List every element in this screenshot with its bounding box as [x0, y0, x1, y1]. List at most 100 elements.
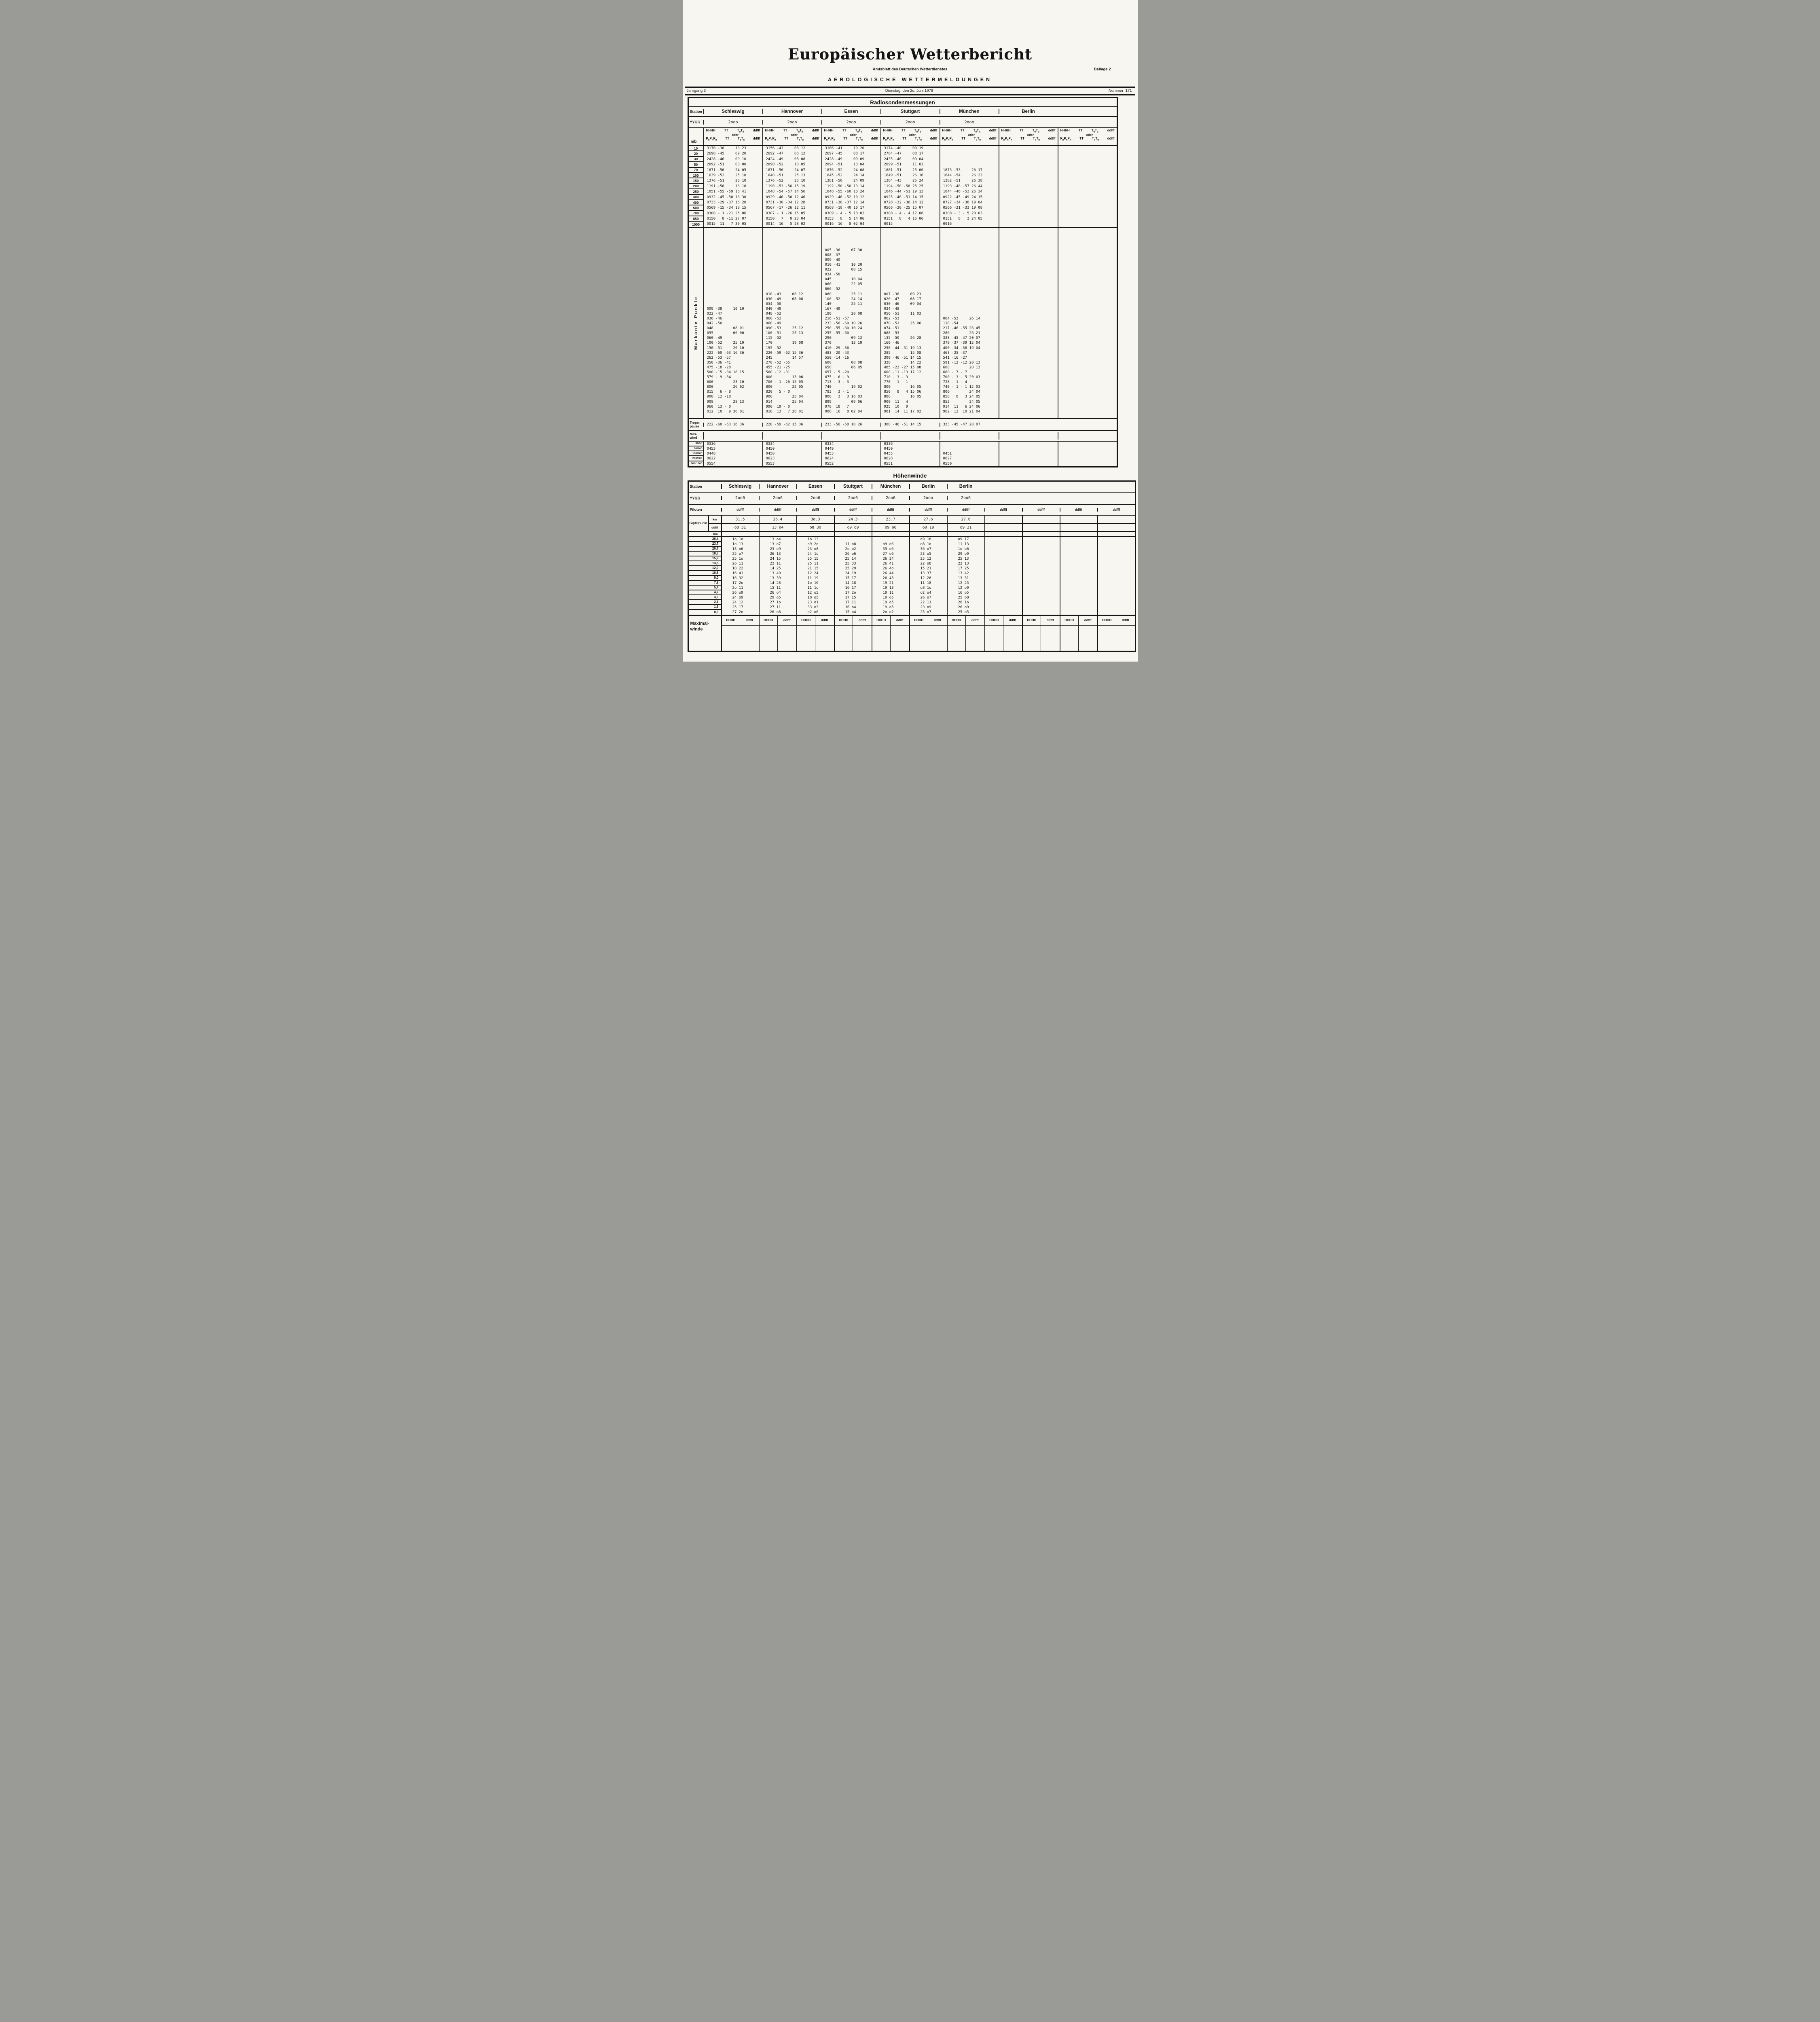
altitude-label: 9,0 — [688, 576, 721, 581]
tropopause-value: 300 -46 -51 14 15 — [880, 422, 940, 427]
gipfel-km-value — [1022, 515, 1060, 523]
hw-wind-cell: 25 12 — [909, 556, 947, 561]
markante-line: 068 -49 — [766, 321, 781, 326]
gipfel-km-value: 3o.3 — [796, 515, 834, 523]
altitude-row: 12,0 18 22 14 25 21 15 25 29 26 4o 15 21 17 25 — [688, 566, 1135, 571]
rs-cell: 0925 -46 -51 14 15 — [884, 195, 924, 199]
code-token: PnPnPn — [1060, 136, 1071, 142]
altitude-row: 15,9 25 1o 24 15 25 15 25 14 26 34 25 12 25 13 — [688, 556, 1135, 561]
hw-yygg-value: 2oo6 — [871, 496, 909, 501]
markante-line: 800 16 05 — [884, 385, 921, 389]
code-header: HHHH TT TdTd ddfff oder PnPnPn TT TdTd ddfff — [880, 128, 940, 145]
rs-cell — [999, 195, 1058, 200]
hw-wind-cell — [1022, 551, 1060, 556]
hw-wind-cell: 24 19 — [834, 571, 872, 576]
code-top: HHHH TT TdTd ddfff — [704, 128, 762, 133]
station-name: München — [939, 109, 999, 114]
hw-wind-cell: 2o 11 — [721, 585, 759, 590]
maxwind-label: Max-wind — [690, 432, 697, 440]
hw-wind-cell: o9 2o — [796, 541, 834, 547]
markante-line: 030 -49 08 08 — [766, 297, 803, 301]
markante-line: 333 -45 -47 20 07 — [943, 336, 980, 341]
rs-cell: 0567 -17 -26 12 11 — [766, 206, 806, 210]
hw-wind-cell: 26 o4 — [758, 590, 796, 595]
hw-wind-cell — [1097, 590, 1135, 595]
shear-value: 0628 — [880, 456, 940, 461]
tropopause-value: 220 -59 -62 15 36 — [762, 422, 821, 427]
mb-label: mb — [690, 140, 697, 144]
max-hhhh-header: HHHH — [1059, 615, 1079, 625]
code-token: PnPnPn — [942, 136, 953, 142]
markante-line: 600 13 06 — [766, 375, 803, 380]
shear-block: 30/50 0336 0334 0334 0336 50/100 0453 0450 0449 0… — [688, 440, 1117, 466]
rs-cell: 1381 -50 24 09 — [825, 179, 865, 183]
hw-yygg-value: 2oo6 — [834, 496, 872, 501]
rs-cell: 0731 -30 -37 12 14 — [825, 200, 865, 205]
subtitle-row: Amtsblatt des Deutschen Wetterdienstes B… — [683, 67, 1138, 72]
markante-line: 012 10 9 30 01 — [707, 409, 744, 414]
code-bottom: PnPnPn TT TdTd ddfff — [999, 136, 1058, 142]
markante-line: 579 - 9 -34 — [707, 375, 731, 380]
section-heading: AEROLOGISCHE WETTERMELDUNGEN — [827, 77, 993, 82]
markante-line: 740 19 02 — [825, 385, 862, 389]
max-ddfff-header: ddfff — [928, 615, 947, 625]
markante-line: 560 -12 -31 — [766, 370, 790, 375]
max-ddfff-header: ddfff — [1078, 615, 1097, 625]
piloten-code: ddfff — [834, 508, 872, 512]
rs-cell: 1194 -50 -58 25 25 — [884, 184, 924, 188]
altitude-row: 23,7 1o 13 13 o7 o9 2o 11 o8 o9 o6 o8 1o 11 13 — [688, 541, 1135, 547]
markante-line: 900 11 4 — [884, 400, 908, 404]
gipfel-ddfff-value — [1022, 524, 1060, 531]
hw-wind-cell: 15 17 — [834, 575, 872, 581]
hw-wind-cell: 26 1o — [946, 600, 984, 605]
issue-date: Dienstag, den 2o. Juni 1978 — [885, 89, 933, 93]
markante-block: Markante Punkte 009 -38 10 10 022 -47 036 -… — [688, 227, 1117, 418]
shear-value: 0336 — [880, 441, 940, 447]
markante-line: 170 19 08 — [766, 341, 803, 345]
hw-wind-cell — [984, 585, 1022, 590]
hw-wind-cell: 15 o4 — [834, 609, 872, 615]
max-ddfff-cell — [740, 625, 759, 651]
code-token: TdTd — [1091, 129, 1098, 133]
markante-line: 285 15 08 — [884, 351, 921, 355]
gipfel-km-label: km — [708, 515, 721, 523]
code-token: TdTd — [855, 129, 862, 133]
gipfel-km-value — [984, 515, 1022, 523]
hw-wind-cell: 11 o8 — [834, 541, 872, 547]
markante-line: 010 -41 10 20 — [825, 262, 862, 267]
code-token: PnPnPn — [706, 136, 717, 142]
code-header: HHHH TT TdTd ddfff oder PnPnPn TT TdTd ddfff — [998, 128, 1058, 145]
hw-wind-cell: 19 o5 — [871, 595, 909, 600]
max-ddfff-header: ddfff — [740, 615, 759, 625]
km-axis-cell — [796, 531, 834, 536]
markante-column — [1057, 228, 1117, 418]
shear-value — [939, 441, 999, 447]
rs-cell: 1191 -58 16 18 — [707, 184, 747, 188]
hw-wind-cell — [1022, 580, 1060, 586]
code-header: HHHH TT TdTd ddfff oder PnPnPn TT TdTd ddfff — [939, 128, 999, 145]
markante-line: 060 -52 — [766, 316, 781, 321]
max-ddfff-cell — [815, 625, 834, 651]
rs-cell — [1058, 178, 1117, 184]
rs-cell: 2090 -52 18 05 — [766, 163, 806, 167]
shear-row: 100/200 0448 0450 0453 0455 0451 — [688, 451, 1117, 457]
station-data-column — [1057, 146, 1117, 227]
hw-wind-cell: 26 o6 — [834, 551, 872, 556]
hw-wind-cell: 23 o9 — [909, 605, 947, 610]
rs-cell: 2692 -47 08 12 — [766, 152, 806, 156]
hw-wind-cell: o9 18 — [909, 537, 947, 542]
km-axis-cell — [984, 531, 1022, 536]
max-hhhh-cell — [1097, 625, 1116, 651]
gipfel-km-value: 27.o — [909, 515, 947, 523]
hw-wind-cell — [1097, 571, 1135, 576]
markante-line: 217 -46 -55 26 45 — [943, 326, 980, 331]
shear-label: 200/500 — [688, 456, 703, 461]
shear-value: 0450 — [880, 446, 940, 452]
hw-yygg-value: 2ooo — [909, 496, 947, 501]
markante-line: 675 - 6 - 9 — [825, 375, 849, 380]
code-bottom: PnPnPn TT TdTd ddfff — [704, 136, 762, 142]
code-token: TT — [1019, 129, 1024, 132]
hw-wind-cell: 26 o9 — [721, 590, 759, 595]
hw-wind-cell: 22 11 — [758, 561, 796, 566]
shear-value — [1057, 461, 1117, 466]
